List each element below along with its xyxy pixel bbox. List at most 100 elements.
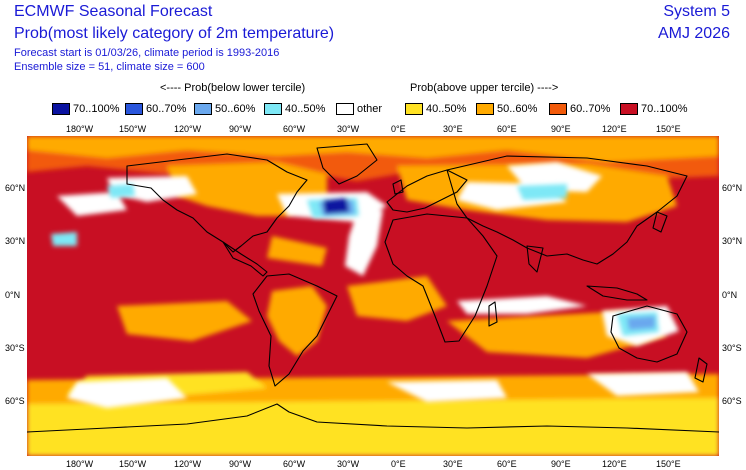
legend-swatch xyxy=(620,103,638,115)
region-cyan-siberia xyxy=(517,184,567,200)
legend-swatch xyxy=(336,103,354,115)
region-southern-ocean-far-east xyxy=(587,372,699,396)
region-south-atlantic xyxy=(347,276,447,321)
coast-south-america xyxy=(252,273,338,387)
legend-label: 50..60% xyxy=(497,103,538,115)
coast-indonesia xyxy=(586,285,648,301)
coast-europe xyxy=(386,169,468,213)
region-southern-ocean-west xyxy=(67,378,187,408)
region-caribbean xyxy=(267,236,327,266)
legend-label: 40..50% xyxy=(426,103,467,115)
lon-tick-bottom: 90°W xyxy=(229,459,252,469)
region-mid-atlantic xyxy=(345,210,383,276)
lat-tick-right: 30°S xyxy=(722,343,742,353)
lon-tick-top: 150°E xyxy=(656,124,681,134)
ensemble-size-line: Ensemble size = 51, climate size = 600 xyxy=(14,61,205,73)
coast-uk xyxy=(392,179,404,195)
lon-tick-bottom: 120°E xyxy=(602,459,627,469)
legend-above-heading: Prob(above upper tercile) ----> xyxy=(410,82,559,94)
legend-label: 70..100% xyxy=(73,103,120,115)
lat-tick-left: 60°N xyxy=(5,183,26,193)
lat-tick-right: 60°N xyxy=(722,183,743,193)
moderate-probability-regions xyxy=(27,136,719,456)
below-tercile-regions xyxy=(51,184,659,336)
lon-tick-bottom: 60°W xyxy=(283,459,306,469)
probability-map xyxy=(27,136,719,456)
coast-africa xyxy=(384,213,498,343)
legend-label: 50..60% xyxy=(215,103,256,115)
lon-tick-top: 90°E xyxy=(551,124,571,134)
lat-tick-left: 30°S xyxy=(5,343,25,353)
legend-below-heading: <---- Prob(below lower tercile) xyxy=(160,82,306,94)
lon-tick-bottom: 150°E xyxy=(656,459,681,469)
lon-tick-top: 0°E xyxy=(391,124,406,134)
lon-tick-bottom: 30°E xyxy=(443,459,463,469)
coast-antarctica xyxy=(27,403,719,433)
legend-swatch xyxy=(264,103,282,115)
lon-tick-top: 60°W xyxy=(283,124,306,134)
legend-item: 60..70% xyxy=(125,102,186,116)
legend-item: 40..50% xyxy=(264,102,325,116)
legend-label: other xyxy=(357,103,383,115)
lon-tick-bottom: 30°W xyxy=(337,459,360,469)
coast-madagascar xyxy=(488,301,498,327)
region-blue-australia xyxy=(627,316,655,330)
region-north-pacific xyxy=(57,192,127,216)
legend-swatch xyxy=(194,103,212,115)
map-title: ECMWF Seasonal Forecast xyxy=(14,3,213,20)
coast-greenland xyxy=(316,143,378,185)
lon-tick-top: 90°W xyxy=(229,124,252,134)
legend-label: 60..70% xyxy=(146,103,187,115)
lat-tick-right: 30°N xyxy=(722,236,743,246)
region-south-america xyxy=(267,286,327,356)
lat-tick-left: 60°S xyxy=(5,396,25,406)
lat-tick-right: 0°N xyxy=(722,290,738,300)
coast-australia xyxy=(610,305,688,363)
legend-item: 50..60% xyxy=(194,102,255,116)
lon-tick-top: 60°E xyxy=(497,124,517,134)
forecast-start-line: Forecast start is 01/03/26, climate peri… xyxy=(14,47,280,59)
map-subtitle: Prob(most likely category of 2m temperat… xyxy=(14,25,335,42)
region-cyan-nw xyxy=(107,184,135,198)
lon-tick-top: 150°W xyxy=(119,124,147,134)
legend-item: 70..100% xyxy=(620,102,687,116)
region-southern-yellow xyxy=(27,398,719,456)
legend-swatch xyxy=(549,103,567,115)
lon-tick-top: 30°W xyxy=(337,124,360,134)
system-label: System 5 xyxy=(663,3,730,20)
legend-item: 60..70% xyxy=(549,102,610,116)
lat-tick-right: 60°S xyxy=(722,396,742,406)
coast-north-america xyxy=(126,153,308,253)
legend-label: 40..50% xyxy=(285,103,326,115)
region-navy-atlantic xyxy=(323,198,349,214)
region-southern-ocean-east xyxy=(387,380,507,402)
region-cyan-pacific xyxy=(51,232,77,246)
coast-india xyxy=(526,245,544,273)
region-orange-light xyxy=(27,136,719,162)
region-east-pacific xyxy=(117,301,252,341)
legend-item: other xyxy=(336,102,382,116)
lon-tick-top: 180°W xyxy=(66,124,94,134)
lon-tick-top: 120°W xyxy=(174,124,202,134)
lat-tick-left: 30°N xyxy=(5,236,26,246)
lon-tick-bottom: 60°E xyxy=(497,459,517,469)
legend-label: 70..100% xyxy=(641,103,688,115)
lon-tick-bottom: 180°W xyxy=(66,459,94,469)
lat-tick-left: 0°N xyxy=(5,290,21,300)
lon-tick-top: 30°E xyxy=(443,124,463,134)
legend-item: 40..50% xyxy=(405,102,466,116)
lon-tick-bottom: 0°E xyxy=(391,459,406,469)
coast-asia xyxy=(446,155,688,265)
lon-tick-top: 120°E xyxy=(602,124,627,134)
coast-japan xyxy=(652,211,668,233)
coast-new-zealand xyxy=(694,357,708,383)
lon-tick-bottom: 120°W xyxy=(174,459,202,469)
legend-swatch xyxy=(52,103,70,115)
coast-central-america xyxy=(222,241,268,277)
period-label: AMJ 2026 xyxy=(657,25,730,42)
legend-item: 50..60% xyxy=(476,102,537,116)
legend-item: 70..100% xyxy=(52,102,119,116)
legend-label: 60..70% xyxy=(570,103,611,115)
legend-swatch xyxy=(405,103,423,115)
coastlines xyxy=(27,143,719,433)
